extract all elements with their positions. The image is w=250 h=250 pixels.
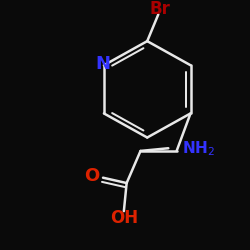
Text: NH$_2$: NH$_2$ xyxy=(182,139,215,158)
Text: O: O xyxy=(84,167,100,185)
Text: N: N xyxy=(95,55,110,73)
Text: Br: Br xyxy=(149,0,170,18)
Text: OH: OH xyxy=(110,209,138,227)
